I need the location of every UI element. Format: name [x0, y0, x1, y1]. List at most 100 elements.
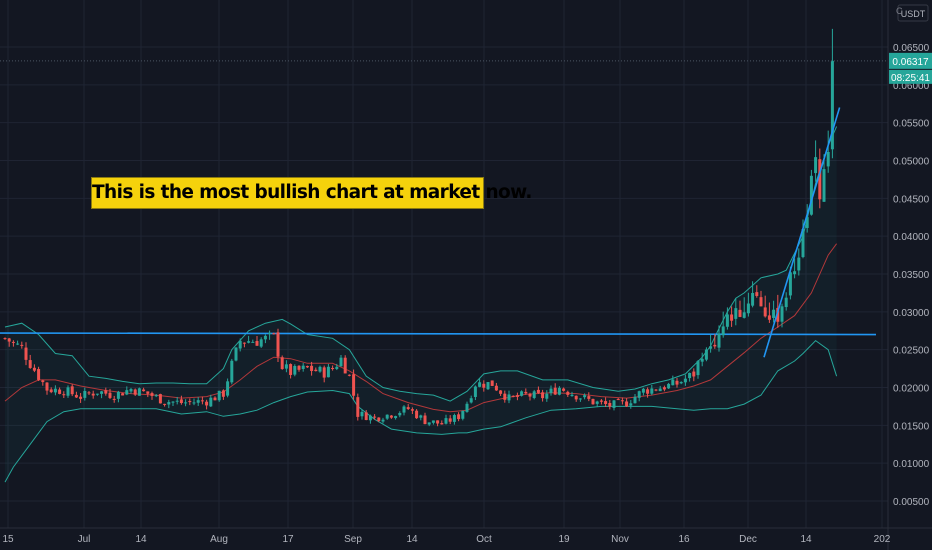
candle[interactable] — [759, 290, 763, 307]
candle[interactable] — [528, 392, 532, 401]
candle[interactable] — [66, 385, 70, 398]
candlestick-series[interactable] — [3, 28, 834, 427]
candle[interactable] — [427, 422, 431, 427]
candle[interactable] — [352, 369, 356, 400]
candle[interactable] — [167, 399, 171, 409]
candle[interactable] — [289, 363, 293, 379]
candle[interactable] — [389, 415, 393, 419]
candle[interactable] — [230, 358, 234, 385]
candle[interactable] — [814, 140, 818, 182]
candle[interactable] — [486, 381, 490, 391]
candle[interactable] — [100, 390, 104, 399]
candle[interactable] — [318, 365, 322, 373]
candle[interactable] — [511, 395, 515, 398]
candle[interactable] — [549, 385, 553, 396]
candle[interactable] — [763, 295, 767, 318]
candle[interactable] — [557, 386, 561, 396]
candle[interactable] — [612, 400, 616, 411]
candle[interactable] — [742, 297, 746, 319]
candle[interactable] — [595, 400, 599, 408]
candle[interactable] — [604, 397, 608, 407]
candle[interactable] — [662, 385, 666, 392]
trendline[interactable] — [763, 107, 841, 358]
candle[interactable] — [3, 337, 7, 340]
candle[interactable] — [423, 412, 427, 425]
candle[interactable] — [226, 378, 230, 398]
candle[interactable] — [95, 393, 99, 396]
candle[interactable] — [129, 387, 133, 394]
candle[interactable] — [343, 355, 347, 374]
candle[interactable] — [591, 398, 595, 405]
candle[interactable] — [184, 399, 188, 407]
candle[interactable] — [339, 354, 343, 367]
candle[interactable] — [234, 347, 238, 362]
candle[interactable] — [16, 340, 20, 346]
candle[interactable] — [297, 365, 301, 372]
candle[interactable] — [574, 395, 578, 402]
candle[interactable] — [641, 387, 645, 396]
candle[interactable] — [805, 204, 809, 233]
candle[interactable] — [37, 366, 41, 382]
candle[interactable] — [448, 415, 452, 425]
candle[interactable] — [524, 388, 528, 395]
candle[interactable] — [385, 414, 389, 420]
candle[interactable] — [188, 398, 192, 406]
candle[interactable] — [213, 396, 217, 401]
candle[interactable] — [251, 339, 255, 343]
candle[interactable] — [746, 292, 750, 317]
candle[interactable] — [545, 390, 549, 402]
candle[interactable] — [767, 302, 771, 323]
candle[interactable] — [822, 154, 826, 202]
candle[interactable] — [377, 417, 381, 423]
candle[interactable] — [247, 335, 251, 344]
candle[interactable] — [818, 148, 822, 209]
candle[interactable] — [356, 393, 360, 421]
candle[interactable] — [675, 378, 679, 388]
candle[interactable] — [419, 414, 423, 421]
candle[interactable] — [658, 385, 662, 392]
candle[interactable] — [637, 390, 641, 402]
candle[interactable] — [335, 363, 339, 371]
candle[interactable] — [263, 334, 267, 344]
candle[interactable] — [646, 387, 650, 398]
candle[interactable] — [494, 382, 498, 391]
candle[interactable] — [121, 392, 125, 396]
candle[interactable] — [360, 409, 364, 420]
candle[interactable] — [578, 398, 582, 402]
candle[interactable] — [562, 387, 566, 392]
candle[interactable] — [452, 413, 456, 425]
candle[interactable] — [520, 390, 524, 397]
candle[interactable] — [125, 386, 129, 396]
candle[interactable] — [280, 355, 284, 370]
candle[interactable] — [410, 407, 414, 415]
candle[interactable] — [163, 403, 167, 407]
candle[interactable] — [809, 169, 813, 216]
horizontal-resistance-line[interactable] — [0, 332, 877, 336]
candle[interactable] — [440, 420, 444, 425]
annotation-callout[interactable]: This is the most bullish chart at market… — [91, 177, 532, 209]
candle[interactable] — [91, 390, 95, 399]
ascending-trendline[interactable] — [763, 107, 841, 358]
candle[interactable] — [499, 390, 503, 396]
candle[interactable] — [20, 341, 24, 349]
candle[interactable] — [373, 414, 377, 420]
candle[interactable] — [242, 342, 246, 348]
candle[interactable] — [24, 342, 28, 366]
candle[interactable] — [192, 398, 196, 406]
candle[interactable] — [255, 335, 259, 346]
candle[interactable] — [150, 391, 154, 400]
candle[interactable] — [49, 387, 53, 394]
candle[interactable] — [620, 397, 624, 405]
candle[interactable] — [209, 394, 213, 408]
candle[interactable] — [772, 300, 776, 323]
candle[interactable] — [730, 306, 734, 327]
candle[interactable] — [696, 360, 700, 379]
candle[interactable] — [381, 417, 385, 424]
candle[interactable] — [11, 340, 15, 347]
candle[interactable] — [570, 391, 574, 397]
candle[interactable] — [755, 285, 759, 298]
candle[interactable] — [473, 385, 477, 401]
candle[interactable] — [566, 390, 570, 398]
candle[interactable] — [536, 386, 540, 394]
